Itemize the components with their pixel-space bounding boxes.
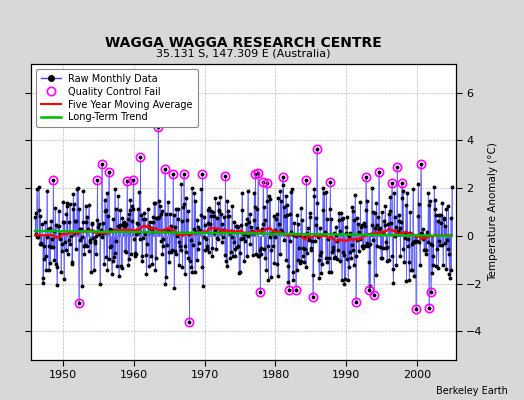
Y-axis label: Temperature Anomaly (°C): Temperature Anomaly (°C) bbox=[488, 142, 498, 282]
Title: WAGGA WAGGA RESEARCH CENTRE: WAGGA WAGGA RESEARCH CENTRE bbox=[105, 36, 382, 50]
Text: Berkeley Earth: Berkeley Earth bbox=[436, 386, 508, 396]
Text: 35.131 S, 147.309 E (Australia): 35.131 S, 147.309 E (Australia) bbox=[156, 48, 331, 58]
Legend: Raw Monthly Data, Quality Control Fail, Five Year Moving Average, Long-Term Tren: Raw Monthly Data, Quality Control Fail, … bbox=[36, 69, 198, 127]
